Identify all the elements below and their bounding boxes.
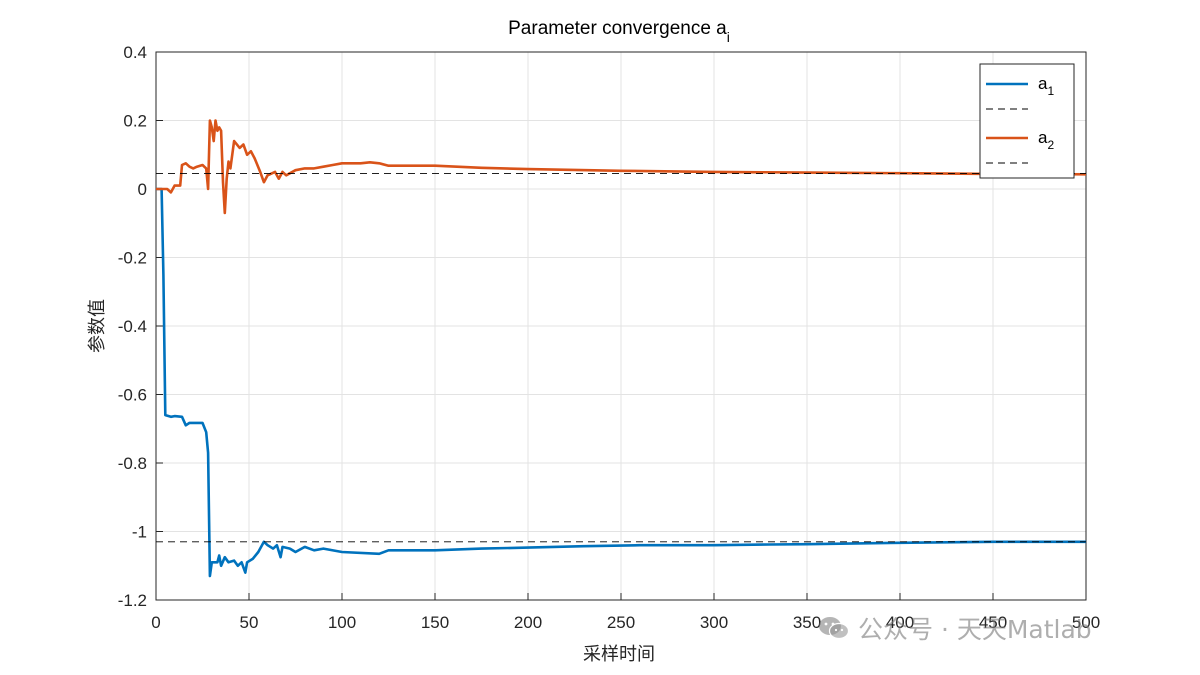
ticks: 0 50 100 150 200 250 300 350 400 450 500 0.4 0.2 0 -0.…: [118, 43, 1100, 632]
y-tick-label: -0.6: [118, 386, 147, 405]
y-tick-label: 0.2: [123, 112, 147, 131]
watermark-text: 公众号 · 天天Matlab: [858, 615, 1092, 644]
grid: [155, 51, 1087, 601]
x-tick-label: 350: [793, 613, 821, 632]
y-tick-label: 0: [138, 180, 147, 199]
x-tick-label: 100: [328, 613, 356, 632]
y-tick-label: -1.2: [118, 591, 147, 610]
x-tick-label: 200: [514, 613, 542, 632]
series-line-a2: [156, 119, 1087, 215]
y-tick-label: -0.2: [118, 249, 147, 268]
title-subscript: i: [727, 29, 730, 45]
title-text: Parameter convergence a: [508, 18, 727, 39]
x-tick-label: 50: [240, 613, 259, 632]
x-tick-label: 400: [886, 613, 914, 632]
y-tick-label: -0.4: [118, 317, 147, 336]
chart-title: Parameter convergence ai: [508, 18, 730, 45]
series-line-a1: [156, 187, 1086, 578]
x-axis-label: 采样时间: [583, 644, 655, 665]
y-tick-label: -0.8: [118, 454, 147, 473]
series-lines: [156, 119, 1087, 578]
x-tick-label: 500: [1072, 613, 1100, 632]
watermark: 公众号 · 天天Matlab: [818, 610, 1092, 646]
x-tick-label: 150: [421, 613, 449, 632]
x-tick-label: 300: [700, 613, 728, 632]
y-tick-label: -1: [132, 523, 147, 542]
wechat-icon: [819, 617, 850, 640]
x-tick-label: 0: [151, 613, 160, 632]
y-tick-label: 0.4: [123, 43, 147, 62]
y-axis-label: 参数值: [87, 299, 108, 353]
legend-label: a1: [1038, 74, 1054, 98]
legend-box: [979, 63, 1075, 179]
legend: a1 a2: [979, 63, 1075, 179]
x-tick-label: 250: [607, 613, 635, 632]
x-tick-label: 450: [979, 613, 1007, 632]
legend-label: a2: [1038, 128, 1054, 152]
